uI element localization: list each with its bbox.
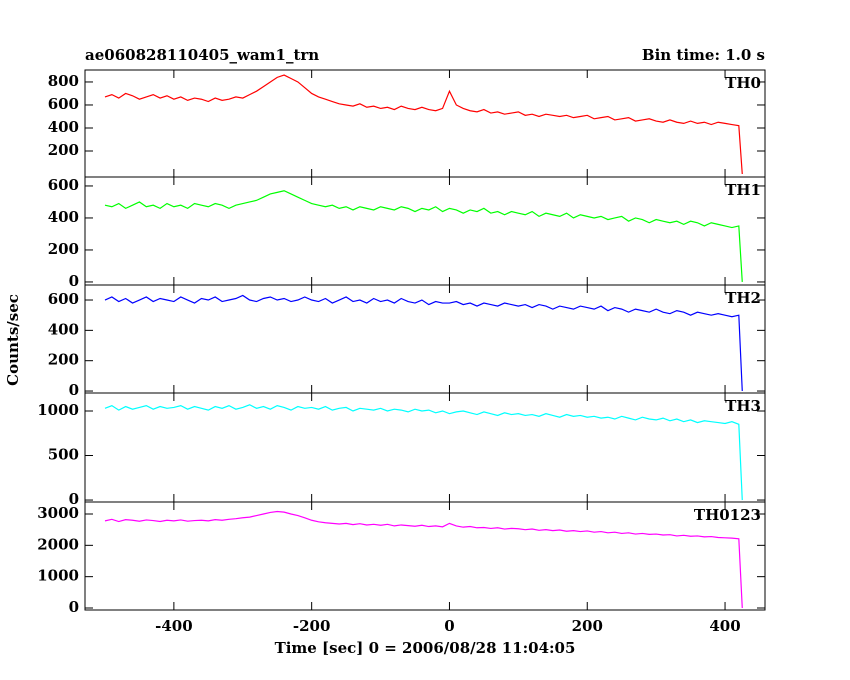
light-curve (104, 74, 743, 175)
x-axis-label: Time [sec] 0 = 2006/08/28 11:04:05 (275, 639, 576, 657)
y-tick-label: 0 (69, 272, 79, 290)
y-tick-label: 500 (48, 446, 79, 464)
y-tick-label: 200 (48, 141, 79, 159)
y-axis-label: Counts/sec (4, 294, 22, 386)
y-tick-label: 400 (48, 118, 79, 136)
legend-label: TH0123 (694, 506, 761, 524)
y-tick-label: 2000 (37, 535, 79, 553)
y-tick-label: 0 (69, 381, 79, 399)
light-curve (104, 510, 743, 609)
x-tick-label: 0 (444, 617, 454, 635)
panel-frame (84, 176, 766, 286)
y-tick-label: 0 (69, 490, 79, 508)
y-tick-label: 200 (48, 351, 79, 369)
light-curve (104, 294, 743, 392)
bin-time: Bin time: 1.0 s (642, 46, 765, 64)
y-tick-label: 3000 (37, 504, 79, 522)
y-tick-label: 0 (69, 598, 79, 616)
x-tick-label: -200 (293, 617, 331, 635)
y-tick-label: 400 (48, 320, 79, 338)
legend-label: TH1 (725, 181, 761, 199)
light-curve (104, 404, 743, 501)
x-tick-label: 200 (572, 617, 603, 635)
panel-frame (84, 69, 766, 178)
legend-label: TH0 (725, 74, 761, 92)
panel-frame (84, 501, 766, 611)
light-curve (104, 190, 743, 282)
y-tick-label: 200 (48, 240, 79, 258)
panel-frame (84, 284, 766, 394)
y-tick-label: 1000 (37, 567, 79, 585)
y-tick-label: 600 (48, 290, 79, 308)
legend-label: TH2 (725, 289, 761, 307)
chart-title: ae060828110405_wam1_trn (85, 46, 319, 64)
y-tick-label: 600 (48, 95, 79, 113)
y-tick-label: 400 (48, 208, 79, 226)
y-tick-label: 800 (48, 72, 79, 90)
x-tick-label: 400 (709, 617, 740, 635)
legend-label: TH3 (725, 397, 761, 415)
x-tick-label: -400 (155, 617, 193, 635)
y-tick-label: 1000 (37, 401, 79, 419)
y-tick-label: 600 (48, 176, 79, 194)
